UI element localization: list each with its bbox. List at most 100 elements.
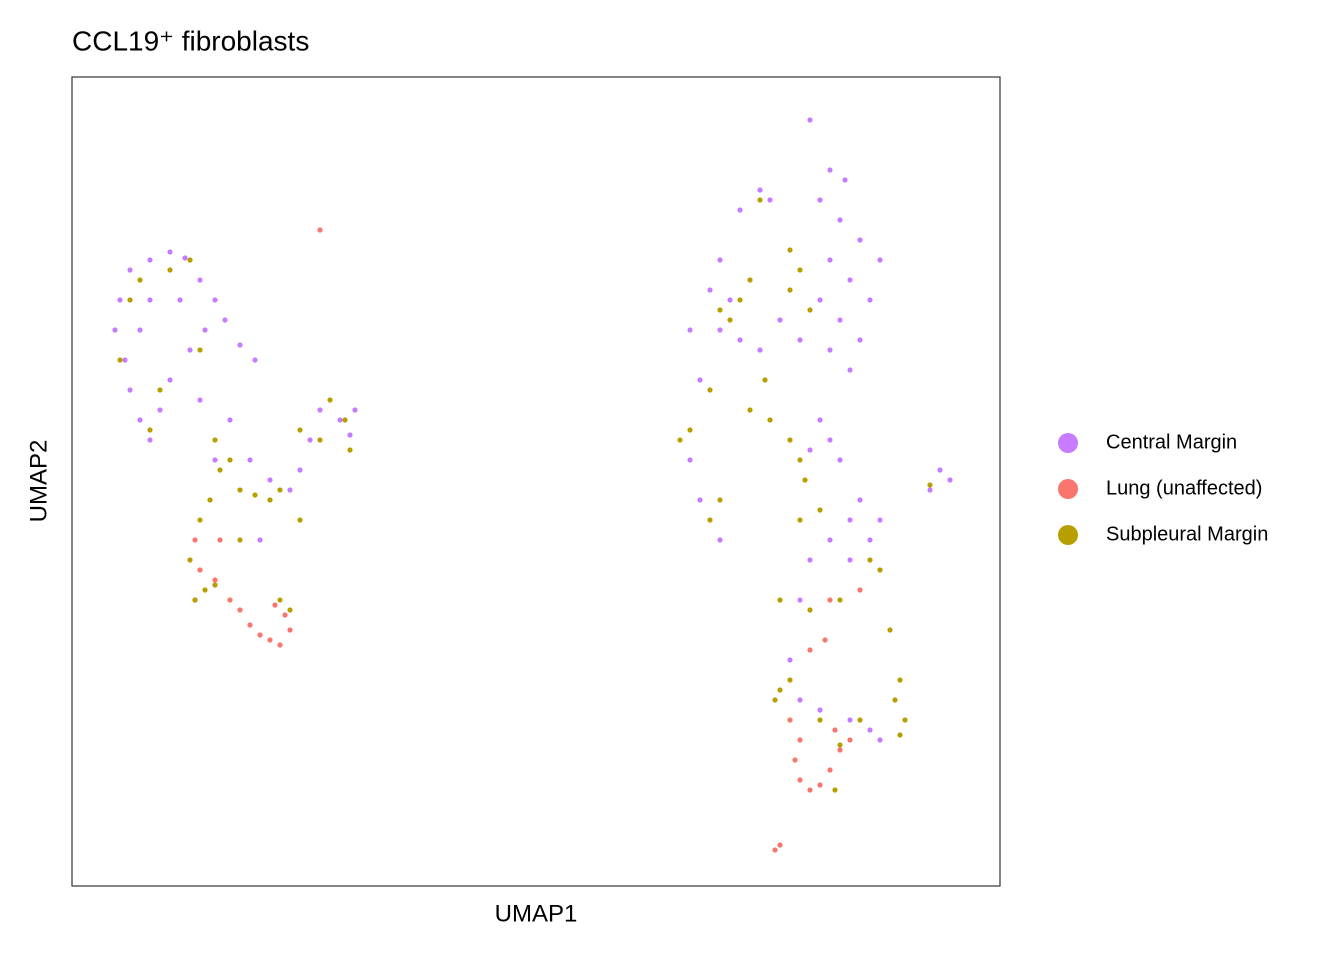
point xyxy=(212,437,218,443)
point xyxy=(842,177,848,183)
point xyxy=(867,297,873,303)
point xyxy=(157,407,163,413)
point xyxy=(127,387,133,393)
y-axis-label: UMAP2 xyxy=(25,440,52,523)
point xyxy=(797,597,803,603)
point xyxy=(707,517,713,523)
point xyxy=(122,357,128,363)
point xyxy=(832,727,838,733)
point xyxy=(187,557,193,563)
point xyxy=(167,249,173,255)
point xyxy=(897,677,903,683)
point xyxy=(127,267,133,273)
point xyxy=(927,482,933,488)
point xyxy=(287,607,293,613)
chart-title: CCL19⁺ fibroblasts xyxy=(72,25,309,56)
point xyxy=(827,347,833,353)
point xyxy=(237,537,243,543)
point xyxy=(217,537,223,543)
point xyxy=(257,537,263,543)
point xyxy=(352,407,358,413)
point xyxy=(822,637,828,643)
point xyxy=(817,717,823,723)
point xyxy=(857,717,863,723)
point xyxy=(147,297,153,303)
point xyxy=(237,487,243,493)
point xyxy=(807,607,813,613)
point xyxy=(807,787,813,793)
point xyxy=(817,297,823,303)
point xyxy=(197,277,203,283)
point xyxy=(817,782,823,788)
point xyxy=(317,407,323,413)
point xyxy=(212,457,218,463)
legend-label: Lung (unaffected) xyxy=(1106,477,1262,499)
point xyxy=(837,217,843,223)
point xyxy=(237,342,243,348)
point xyxy=(277,642,283,648)
point xyxy=(227,417,233,423)
point xyxy=(147,427,153,433)
point xyxy=(807,557,813,563)
point xyxy=(237,607,243,613)
point xyxy=(877,517,883,523)
point xyxy=(897,732,903,738)
point xyxy=(212,577,218,583)
point xyxy=(767,197,773,203)
point xyxy=(212,582,218,588)
point xyxy=(697,497,703,503)
point xyxy=(327,397,333,403)
point xyxy=(927,487,933,493)
point xyxy=(137,327,143,333)
point xyxy=(717,307,723,313)
point xyxy=(762,377,768,383)
point xyxy=(847,717,853,723)
point xyxy=(787,657,793,663)
point xyxy=(757,347,763,353)
point xyxy=(297,427,303,433)
point xyxy=(687,327,693,333)
point xyxy=(227,457,233,463)
point xyxy=(802,477,808,483)
legend-label: Central Margin xyxy=(1106,431,1237,453)
point xyxy=(877,567,883,573)
point xyxy=(797,457,803,463)
point xyxy=(737,297,743,303)
x-axis-label: UMAP1 xyxy=(495,900,578,927)
point xyxy=(197,567,203,573)
point xyxy=(772,697,778,703)
point xyxy=(832,787,838,793)
point xyxy=(347,432,353,438)
point xyxy=(817,707,823,713)
point xyxy=(687,457,693,463)
point xyxy=(267,637,273,643)
point xyxy=(227,597,233,603)
point xyxy=(797,267,803,273)
legend-marker xyxy=(1058,433,1078,453)
point xyxy=(297,517,303,523)
point xyxy=(737,207,743,213)
point xyxy=(717,497,723,503)
point xyxy=(717,327,723,333)
point xyxy=(747,277,753,283)
point xyxy=(847,517,853,523)
point xyxy=(257,632,263,638)
point xyxy=(687,427,693,433)
point xyxy=(947,477,953,483)
point xyxy=(767,417,773,423)
point xyxy=(247,457,253,463)
point xyxy=(677,437,683,443)
point xyxy=(342,417,348,423)
point xyxy=(202,327,208,333)
point xyxy=(112,327,118,333)
point xyxy=(167,267,173,273)
point xyxy=(827,767,833,773)
point xyxy=(192,597,198,603)
point xyxy=(207,497,213,503)
point xyxy=(127,297,133,303)
point xyxy=(772,847,778,853)
point xyxy=(817,417,823,423)
point xyxy=(277,487,283,493)
point xyxy=(347,447,353,453)
point xyxy=(212,297,218,303)
